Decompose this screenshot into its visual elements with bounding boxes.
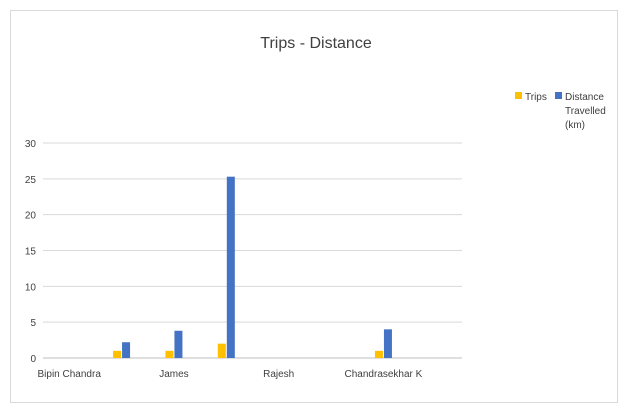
legend-swatch [515,92,522,99]
y-axis-tick-labels: 0 5 10 15 20 25 30 [25,139,37,365]
bar-distance [174,330,183,358]
gridlines [43,142,462,359]
x-tick-label: Chandrasekhar K [345,369,423,380]
bars [113,176,392,358]
x-tick-label: Rajesh [263,369,294,380]
bar-distance [383,329,392,358]
bar-trips [113,350,122,358]
bar-distance [226,176,235,358]
y-tick-label: 20 [25,211,37,222]
x-tick-label: Bipin Chandra [38,369,102,380]
y-tick-label: 25 [25,175,37,186]
bar-trips [165,350,174,358]
chart-title: Trips - Distance [260,35,372,52]
y-tick-label: 30 [25,139,37,150]
bar-distance [122,342,131,358]
x-axis-tick-labels: Bipin Chandra James Rajesh Chandrasekhar K [38,369,423,380]
y-tick-label: 0 [30,354,36,365]
y-tick-label: 10 [25,282,37,293]
legend-label: Distance Travelled (km) [565,92,606,131]
legend: Trips Distance Travelled (km) [515,92,606,131]
bar-trips [217,343,226,358]
legend-label: Trips [525,92,547,103]
y-tick-label: 15 [25,247,37,258]
y-tick-label: 5 [30,318,36,329]
bar-trips [374,350,383,358]
legend-swatch [555,92,562,99]
x-tick-label: James [159,369,188,380]
chart-area [10,10,618,403]
